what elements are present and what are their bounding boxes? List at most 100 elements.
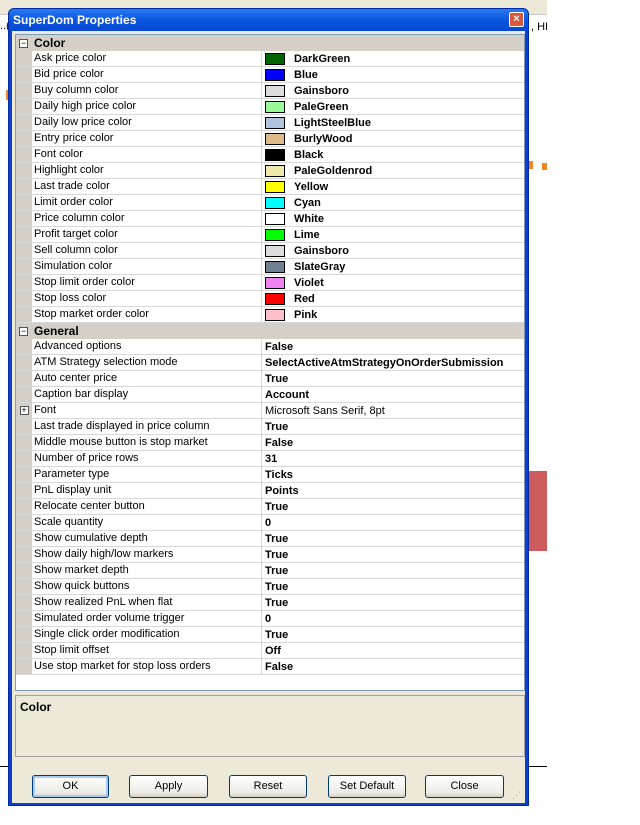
property-value[interactable]: False [262, 659, 524, 674]
property-name[interactable]: Show cumulative depth [32, 531, 262, 546]
property-row[interactable]: Simulated order volume trigger 0 [16, 611, 524, 627]
close-button[interactable]: Close [425, 775, 504, 798]
property-name[interactable]: Font [32, 403, 262, 418]
property-name[interactable]: Last trade color [32, 179, 262, 194]
property-name[interactable]: Price column color [32, 211, 262, 226]
property-value[interactable]: DarkGreen [262, 51, 524, 66]
property-value[interactable]: Gainsboro [262, 83, 524, 98]
property-name[interactable]: Show market depth [32, 563, 262, 578]
property-row[interactable]: Stop market order color Pink [16, 307, 524, 323]
set-default-button[interactable]: Set Default [328, 775, 406, 798]
property-value[interactable]: PaleGoldenrod [262, 163, 524, 178]
close-window-button[interactable]: × [509, 12, 524, 27]
property-value[interactable]: Gainsboro [262, 243, 524, 258]
property-row[interactable]: Single click order modification True [16, 627, 524, 643]
property-value[interactable]: True [262, 547, 524, 562]
property-value[interactable]: Violet [262, 275, 524, 290]
property-row[interactable]: Show daily high/low markers True [16, 547, 524, 563]
property-row[interactable]: Middle mouse button is stop market False [16, 435, 524, 451]
property-value[interactable]: BurlyWood [262, 131, 524, 146]
property-row[interactable]: Simulation color SlateGray [16, 259, 524, 275]
property-name[interactable]: Advanced options [32, 339, 262, 354]
property-row[interactable]: Daily high price color PaleGreen [16, 99, 524, 115]
property-row[interactable]: Last trade displayed in price column Tru… [16, 419, 524, 435]
property-name[interactable]: Stop limit order color [32, 275, 262, 290]
property-name[interactable]: Caption bar display [32, 387, 262, 402]
property-row[interactable]: ATM Strategy selection mode SelectActive… [16, 355, 524, 371]
property-name[interactable]: Show realized PnL when flat [32, 595, 262, 610]
property-row[interactable]: Parameter type Ticks [16, 467, 524, 483]
property-name[interactable]: Show daily high/low markers [32, 547, 262, 562]
property-value[interactable]: Yellow [262, 179, 524, 194]
property-name[interactable]: Last trade displayed in price column [32, 419, 262, 434]
property-row[interactable]: Show realized PnL when flat True [16, 595, 524, 611]
property-value[interactable]: Off [262, 643, 524, 658]
property-value[interactable]: Ticks [262, 467, 524, 482]
property-row[interactable]: Caption bar display Account [16, 387, 524, 403]
property-value[interactable]: White [262, 211, 524, 226]
resize-grip[interactable]: ⋰ [512, 790, 521, 800]
property-name[interactable]: Scale quantity [32, 515, 262, 530]
property-name[interactable]: Ask price color [32, 51, 262, 66]
property-value[interactable]: False [262, 435, 524, 450]
property-name[interactable]: Bid price color [32, 67, 262, 82]
property-name[interactable]: Sell column color [32, 243, 262, 258]
property-row[interactable]: Relocate center button True [16, 499, 524, 515]
property-value[interactable]: Lime [262, 227, 524, 242]
property-value[interactable]: True [262, 419, 524, 434]
property-row[interactable]: + Font Microsoft Sans Serif, 8pt [16, 403, 524, 419]
property-name[interactable]: Stop market order color [32, 307, 262, 322]
property-row[interactable]: Ask price color DarkGreen [16, 51, 524, 67]
property-row[interactable]: Scale quantity 0 [16, 515, 524, 531]
property-value[interactable]: True [262, 371, 524, 386]
property-value[interactable]: SlateGray [262, 259, 524, 274]
property-value[interactable]: Pink [262, 307, 524, 322]
property-row[interactable]: Advanced options False [16, 339, 524, 355]
property-row[interactable]: Auto center price True [16, 371, 524, 387]
property-row[interactable]: Use stop market for stop loss orders Fal… [16, 659, 524, 675]
property-value[interactable]: True [262, 531, 524, 546]
property-name[interactable]: Highlight color [32, 163, 262, 178]
apply-button[interactable]: Apply [129, 775, 208, 798]
property-value[interactable]: True [262, 499, 524, 514]
property-name[interactable]: Simulation color [32, 259, 262, 274]
property-value[interactable]: PaleGreen [262, 99, 524, 114]
property-name[interactable]: Simulated order volume trigger [32, 611, 262, 626]
property-name[interactable]: Parameter type [32, 467, 262, 482]
property-value[interactable]: LightSteelBlue [262, 115, 524, 130]
property-name[interactable]: ATM Strategy selection mode [32, 355, 262, 370]
expand-icon[interactable]: + [19, 405, 29, 415]
property-value[interactable]: True [262, 563, 524, 578]
property-value[interactable]: Microsoft Sans Serif, 8pt [262, 403, 524, 418]
property-name[interactable]: Show quick buttons [32, 579, 262, 594]
property-value[interactable]: Blue [262, 67, 524, 82]
property-row[interactable]: Show quick buttons True [16, 579, 524, 595]
property-row[interactable]: Stop limit offset Off [16, 643, 524, 659]
property-row[interactable]: Limit order color Cyan [16, 195, 524, 211]
property-name[interactable]: Number of price rows [32, 451, 262, 466]
property-row[interactable]: Daily low price color LightSteelBlue [16, 115, 524, 131]
property-value[interactable]: Account [262, 387, 524, 402]
property-row[interactable]: Bid price color Blue [16, 67, 524, 83]
property-name[interactable]: Daily low price color [32, 115, 262, 130]
property-name[interactable]: Font color [32, 147, 262, 162]
property-name[interactable]: Auto center price [32, 371, 262, 386]
property-value[interactable]: 0 [262, 515, 524, 530]
property-row[interactable]: Show cumulative depth True [16, 531, 524, 547]
property-row[interactable]: Buy column color Gainsboro [16, 83, 524, 99]
property-name[interactable]: Profit target color [32, 227, 262, 242]
property-value[interactable]: Red [262, 291, 524, 306]
property-name[interactable]: Relocate center button [32, 499, 262, 514]
property-row[interactable]: Highlight color PaleGoldenrod [16, 163, 524, 179]
property-name[interactable]: PnL display unit [32, 483, 262, 498]
property-row[interactable]: PnL display unit Points [16, 483, 524, 499]
property-row[interactable]: Stop limit order color Violet [16, 275, 524, 291]
property-value[interactable]: Black [262, 147, 524, 162]
property-name[interactable]: Stop limit offset [32, 643, 262, 658]
property-row[interactable]: Number of price rows 31 [16, 451, 524, 467]
property-row[interactable]: Price column color White [16, 211, 524, 227]
property-name[interactable]: Limit order color [32, 195, 262, 210]
property-value[interactable]: 31 [262, 451, 524, 466]
property-name[interactable]: Middle mouse button is stop market [32, 435, 262, 450]
collapse-icon[interactable]: − [19, 325, 28, 336]
